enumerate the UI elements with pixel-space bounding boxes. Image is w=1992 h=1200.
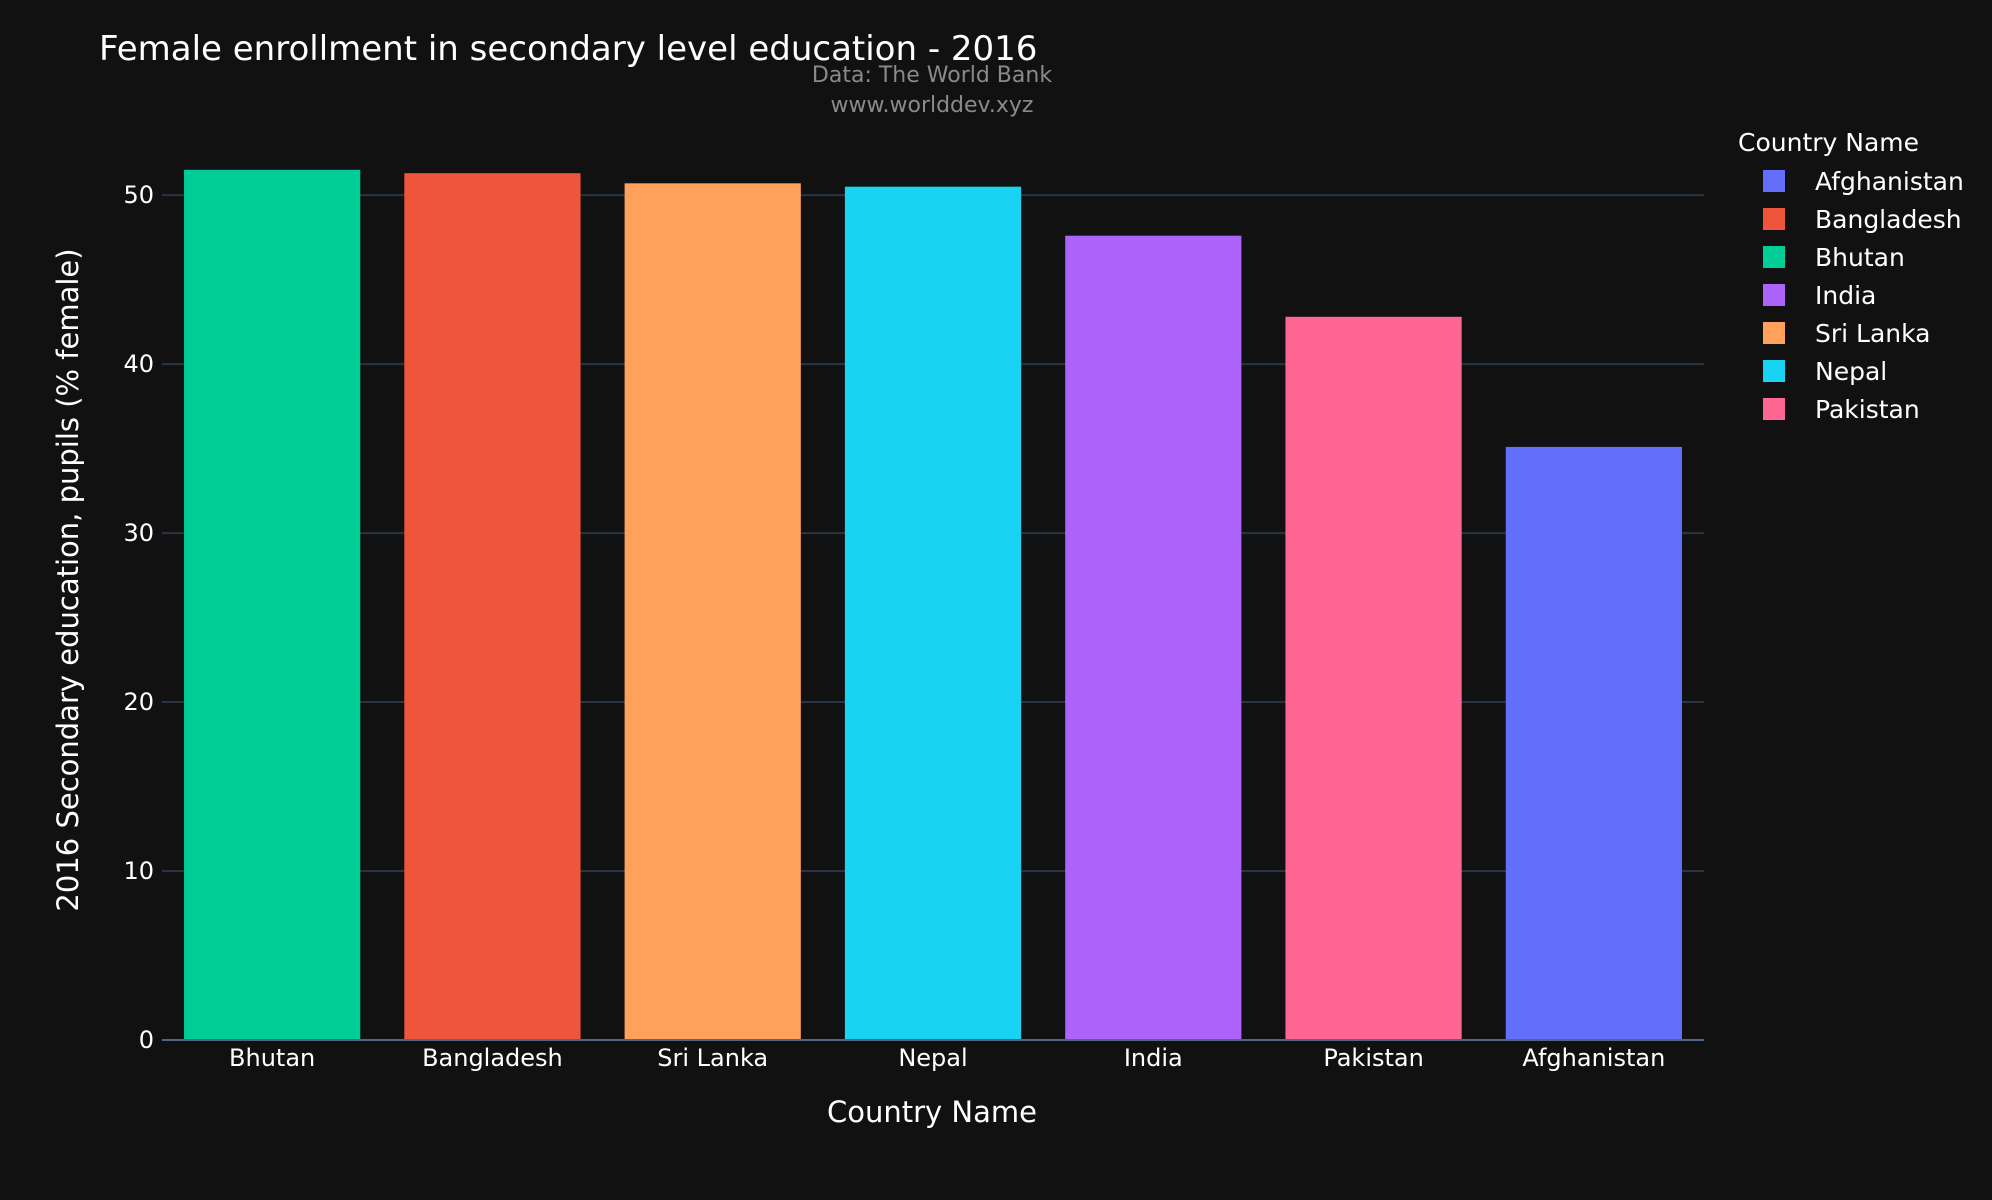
legend-swatch[interactable] [1763, 398, 1785, 420]
x-tick-label: Sri Lanka [657, 1044, 768, 1072]
bar-bhutan[interactable] [184, 169, 361, 1041]
y-tick-label: 0 [139, 1026, 154, 1054]
x-tick-label: Pakistan [1323, 1044, 1424, 1072]
x-tick-label: India [1124, 1044, 1183, 1072]
legend-swatch[interactable] [1763, 322, 1785, 344]
y-tick-label: 20 [123, 688, 154, 716]
chart-subtitle-source: Data: The World Bank [812, 63, 1052, 88]
bar-pakistan[interactable] [1285, 316, 1462, 1040]
bar-bangladesh[interactable] [404, 173, 581, 1040]
y-axis-label: 2016 Secondary education, pupils (% fema… [51, 248, 85, 911]
legend[interactable]: Country Name Afghanistan Bangladesh Bhutan… [1738, 128, 1964, 424]
y-tick-label: 40 [123, 350, 154, 378]
bar-sri-lanka[interactable] [624, 183, 801, 1041]
legend-item-pakistan[interactable]: Pakistan [1815, 395, 1920, 424]
legend-swatch[interactable] [1763, 360, 1785, 382]
legend-item-india[interactable]: India [1815, 281, 1876, 310]
y-axis-ticks: 0 10 20 30 40 50 [123, 181, 154, 1054]
legend-item-bangladesh[interactable]: Bangladesh [1815, 205, 1962, 234]
x-axis-ticks: Bhutan Bangladesh Sri Lanka Nepal India Pakis… [229, 1044, 1665, 1072]
bar-afghanistan[interactable] [1505, 446, 1682, 1040]
chart-title: Female enrollment in secondary level edu… [99, 29, 1037, 69]
x-axis-label: Country Name [827, 1095, 1037, 1129]
legend-swatch[interactable] [1763, 284, 1785, 306]
x-tick-label: Bhutan [229, 1044, 315, 1072]
legend-item-afghanistan[interactable]: Afghanistan [1815, 167, 1964, 196]
y-tick-label: 30 [123, 519, 154, 547]
y-tick-label: 10 [123, 857, 154, 885]
y-tick-label: 50 [123, 181, 154, 209]
x-tick-label: Nepal [898, 1044, 967, 1072]
x-tick-label: Afghanistan [1522, 1044, 1665, 1072]
legend-swatch[interactable] [1763, 246, 1785, 268]
legend-swatch[interactable] [1763, 208, 1785, 230]
chart-subtitle-url: www.worlddev.xyz [831, 93, 1034, 118]
bars [184, 169, 1682, 1041]
legend-title: Country Name [1738, 128, 1919, 157]
legend-item-sri-lanka[interactable]: Sri Lanka [1815, 319, 1931, 348]
x-tick-label: Bangladesh [422, 1044, 563, 1072]
legend-swatch[interactable] [1763, 170, 1785, 192]
legend-item-nepal[interactable]: Nepal [1815, 357, 1887, 386]
bar-india[interactable] [1065, 235, 1242, 1040]
legend-item-bhutan[interactable]: Bhutan [1815, 243, 1905, 272]
bar-nepal[interactable] [844, 186, 1022, 1040]
